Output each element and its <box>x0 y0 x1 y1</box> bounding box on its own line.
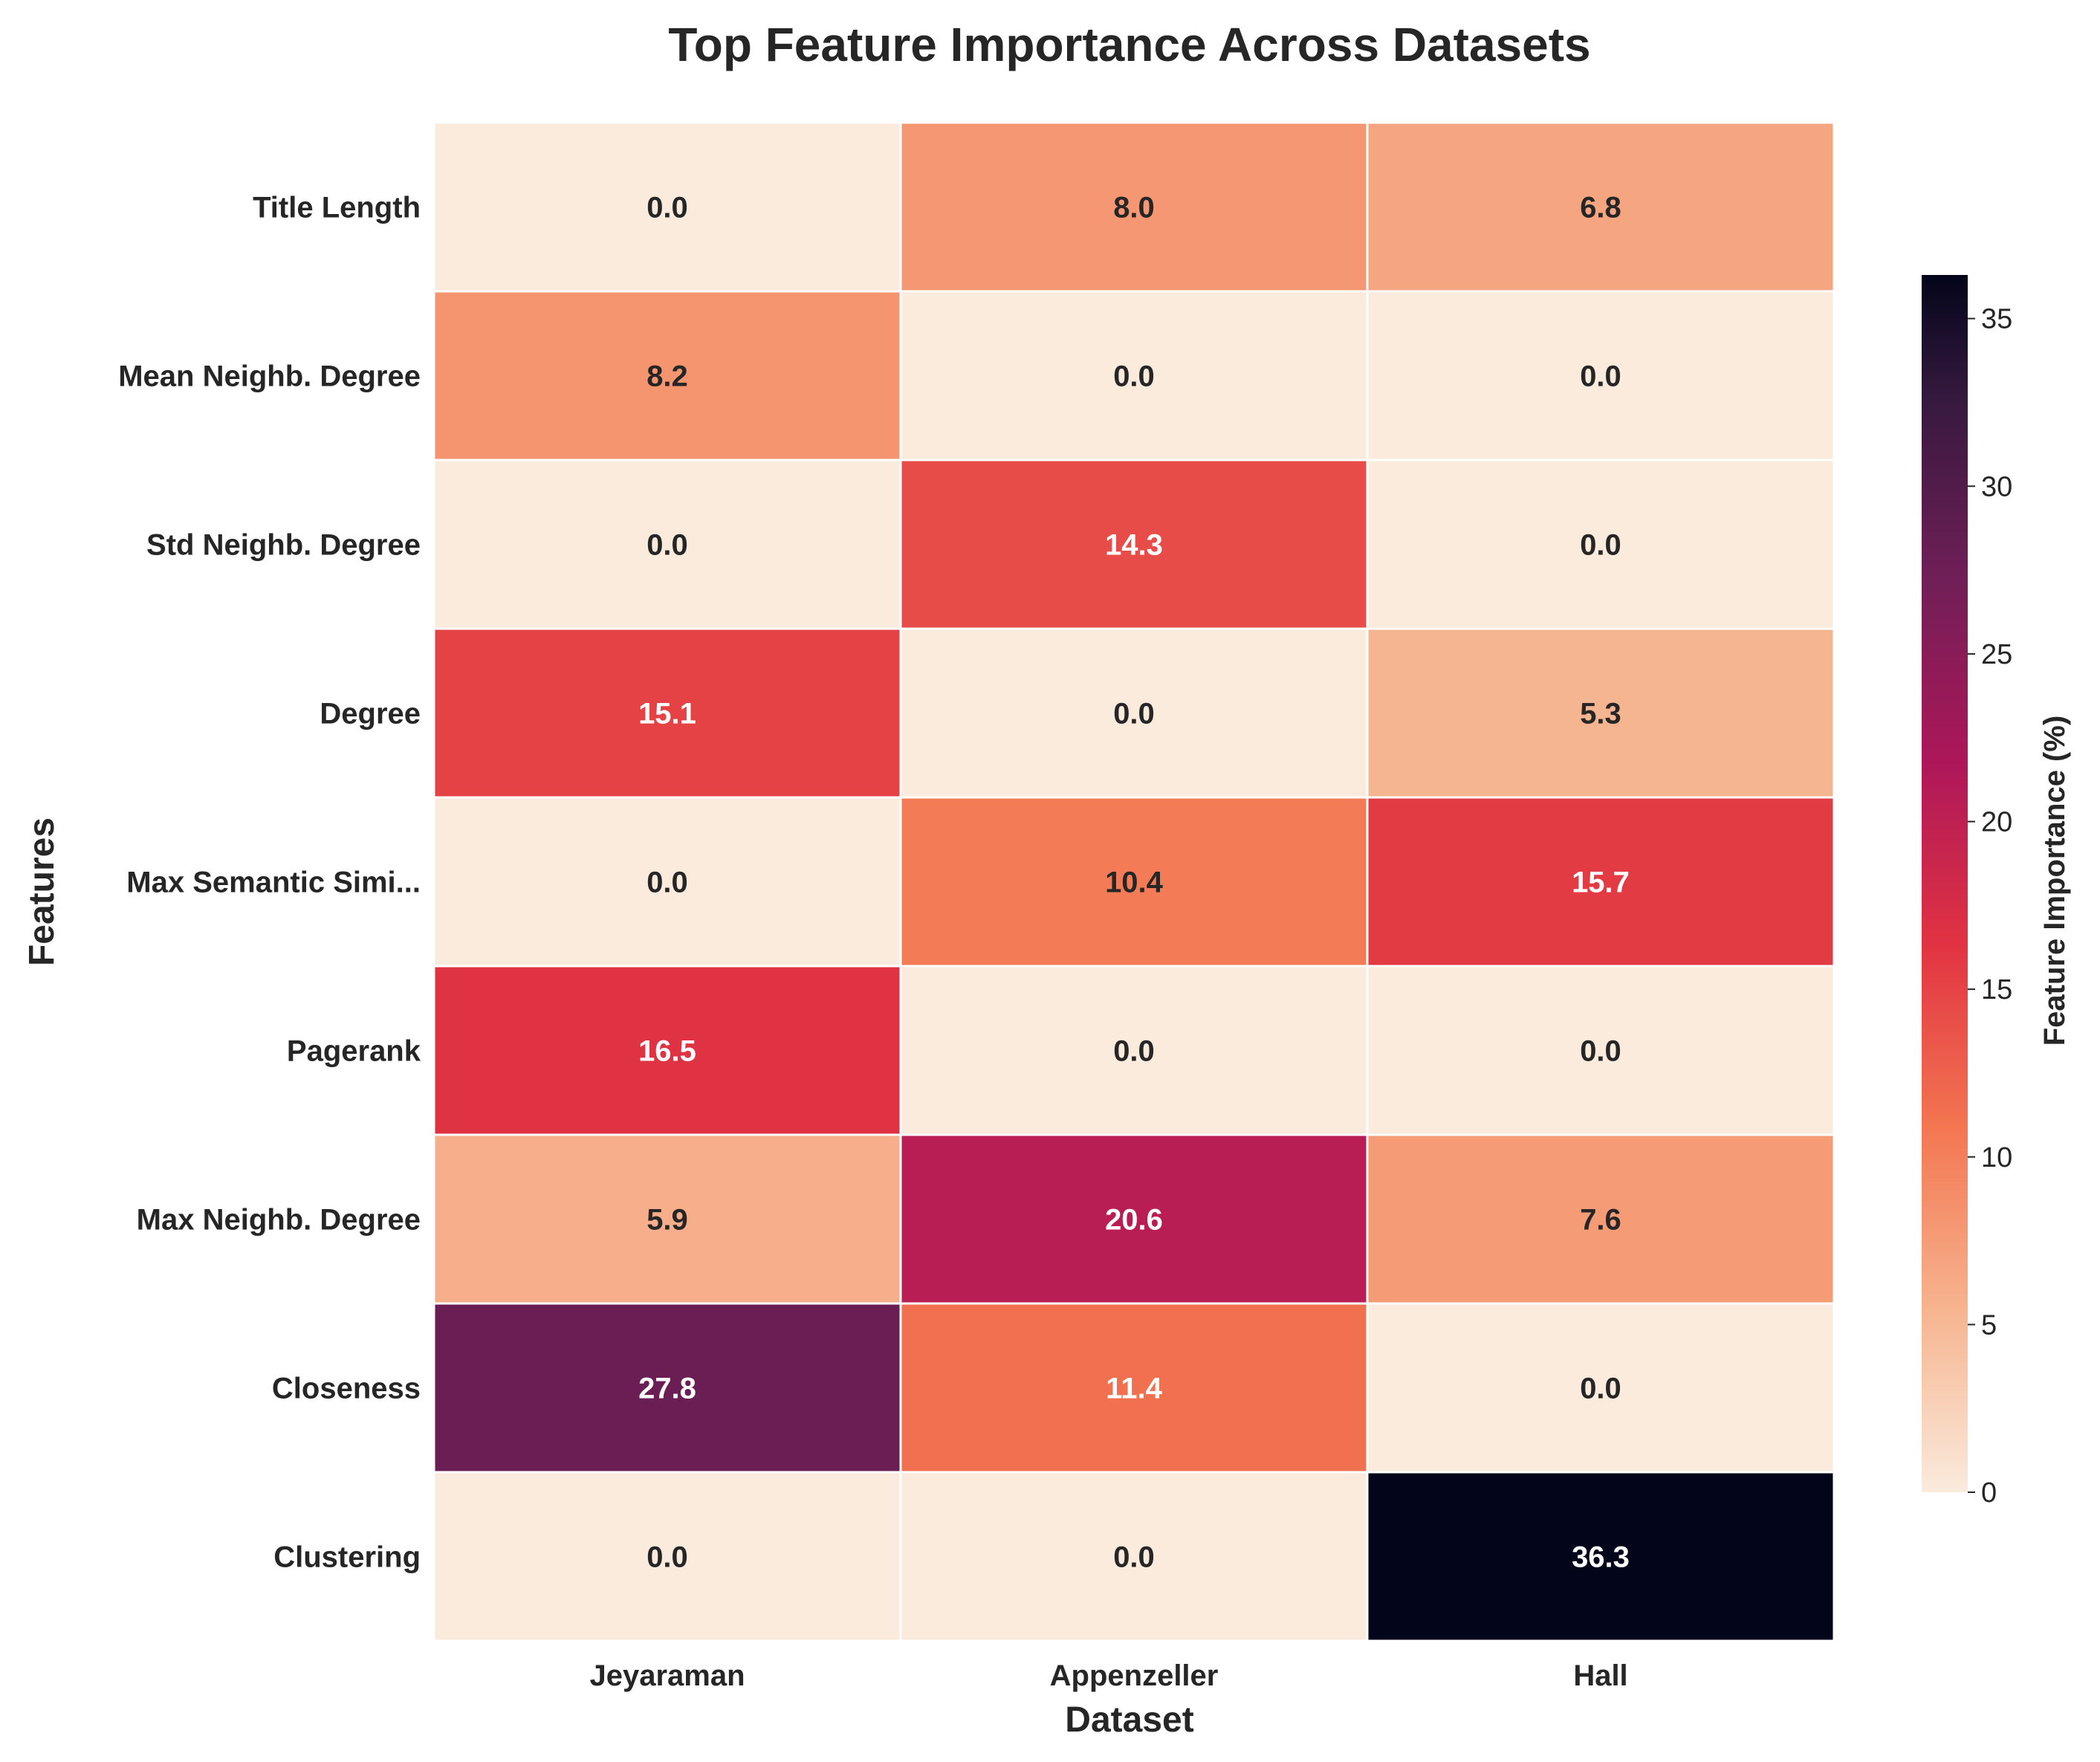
heatmap-cell <box>432 1302 902 1474</box>
heatmap-cell <box>1366 1471 1835 1642</box>
colorbar-tick-label: 20 <box>1981 807 2012 838</box>
cell-value-label: 11.4 <box>1106 1373 1162 1405</box>
cell-value-label: 8.0 <box>1113 192 1155 224</box>
heatmap-cell <box>899 796 1369 968</box>
chart-title: Top Feature Importance Across Datasets <box>668 18 1590 71</box>
cell-value-label: 36.3 <box>1572 1541 1630 1574</box>
heatmap-cells: 0.0 8.0 6.8 8.2 0.0 0.0 0.0 14.3 0.0 15.1 0.0 5.3 0.… <box>432 121 1835 1642</box>
heatmap-cell <box>899 121 1369 293</box>
heatmap-cell <box>432 1133 902 1305</box>
cell-value-label: 20.6 <box>1105 1204 1163 1237</box>
y-tick-label: Clustering <box>273 1541 421 1574</box>
cell-value-label: 0.0 <box>1113 1541 1155 1574</box>
y-tick-label: Max Neighb. Degree <box>137 1204 421 1237</box>
cell-value-label: 16.5 <box>638 1035 696 1068</box>
heatmap-cell <box>1366 796 1835 968</box>
y-tick-label: Degree <box>320 698 421 731</box>
heatmap-cell <box>432 796 902 968</box>
y-tick-label: Title Length <box>253 192 421 224</box>
colorbar: 0 5 10 15 20 25 30 35 <box>1922 275 2012 1509</box>
colorbar-label: Feature Importance (%) <box>2038 716 2071 1046</box>
colorbar-tick-label: 15 <box>1981 974 2012 1005</box>
cell-value-label: 0.0 <box>646 529 688 562</box>
heatmap-cell <box>899 290 1369 461</box>
y-tick-label: Max Semantic Simi... <box>126 867 421 899</box>
x-tick-label: Appenzeller <box>1050 1659 1219 1692</box>
cell-value-label: 15.1 <box>638 698 696 731</box>
colorbar-gradient <box>1922 275 1968 1492</box>
cell-value-label: 0.0 <box>646 1541 688 1574</box>
heatmap-cell <box>899 459 1369 630</box>
heatmap-cell <box>432 1471 902 1642</box>
cell-value-label: 0.0 <box>646 192 688 224</box>
cell-value-label: 15.7 <box>1572 867 1630 899</box>
heatmap-cell <box>1366 121 1835 293</box>
cell-value-label: 27.8 <box>638 1373 696 1405</box>
heatmap-cell <box>432 290 902 461</box>
colorbar-tick-label: 25 <box>1981 639 2012 670</box>
heatmap-cell <box>432 627 902 799</box>
cell-value-label: 0.0 <box>1113 698 1155 731</box>
cell-value-label: 5.3 <box>1580 698 1621 731</box>
heatmap-cell <box>1366 965 1835 1136</box>
x-tick-labels: Jeyaraman Appenzeller Hall <box>589 1659 1627 1692</box>
cell-value-label: 0.0 <box>1580 360 1621 393</box>
cell-value-label: 0.0 <box>1113 1035 1155 1068</box>
colorbar-tick-label: 0 <box>1981 1477 1997 1509</box>
cell-value-label: 14.3 <box>1105 529 1163 562</box>
heatmap-cell <box>899 965 1369 1136</box>
colorbar-tick-label: 35 <box>1981 304 2012 335</box>
cell-value-label: 7.6 <box>1580 1204 1621 1237</box>
x-axis-label: Dataset <box>1065 1700 1193 1740</box>
y-tick-labels: Title Length Mean Neighb. Degree Std Neigh… <box>118 192 421 1574</box>
cell-value-label: 0.0 <box>1580 1035 1621 1068</box>
heatmap-cell <box>432 965 902 1136</box>
colorbar-tick-label: 10 <box>1981 1142 2012 1173</box>
cell-value-label: 0.0 <box>1580 529 1621 562</box>
cell-value-label: 8.2 <box>646 360 688 393</box>
cell-value-label: 10.4 <box>1105 867 1164 899</box>
x-tick-label: Hall <box>1573 1659 1627 1692</box>
y-tick-label: Closeness <box>272 1373 421 1405</box>
cell-value-label: 5.9 <box>646 1204 688 1237</box>
y-tick-label: Pagerank <box>287 1035 421 1068</box>
cell-value-label: 6.8 <box>1580 192 1621 224</box>
heatmap-cell <box>1366 290 1835 461</box>
heatmap-cell <box>1366 627 1835 799</box>
x-tick-label: Jeyaraman <box>589 1659 745 1692</box>
heatmap-cell <box>1366 1133 1835 1305</box>
heatmap-cell <box>899 1302 1369 1474</box>
cell-value-label: 0.0 <box>646 867 688 899</box>
heatmap-cell <box>432 121 902 293</box>
colorbar-tick-label: 5 <box>1981 1309 1997 1341</box>
y-axis-label: Features <box>22 817 62 966</box>
y-tick-label: Mean Neighb. Degree <box>118 360 421 393</box>
colorbar-tick-label: 30 <box>1981 471 2012 502</box>
heatmap-cell <box>899 1133 1369 1305</box>
cell-value-label: 0.0 <box>1113 360 1155 393</box>
heatmap-cell <box>1366 1302 1835 1474</box>
y-tick-label: Std Neighb. Degree <box>146 529 421 562</box>
cell-value-label: 0.0 <box>1580 1373 1621 1405</box>
